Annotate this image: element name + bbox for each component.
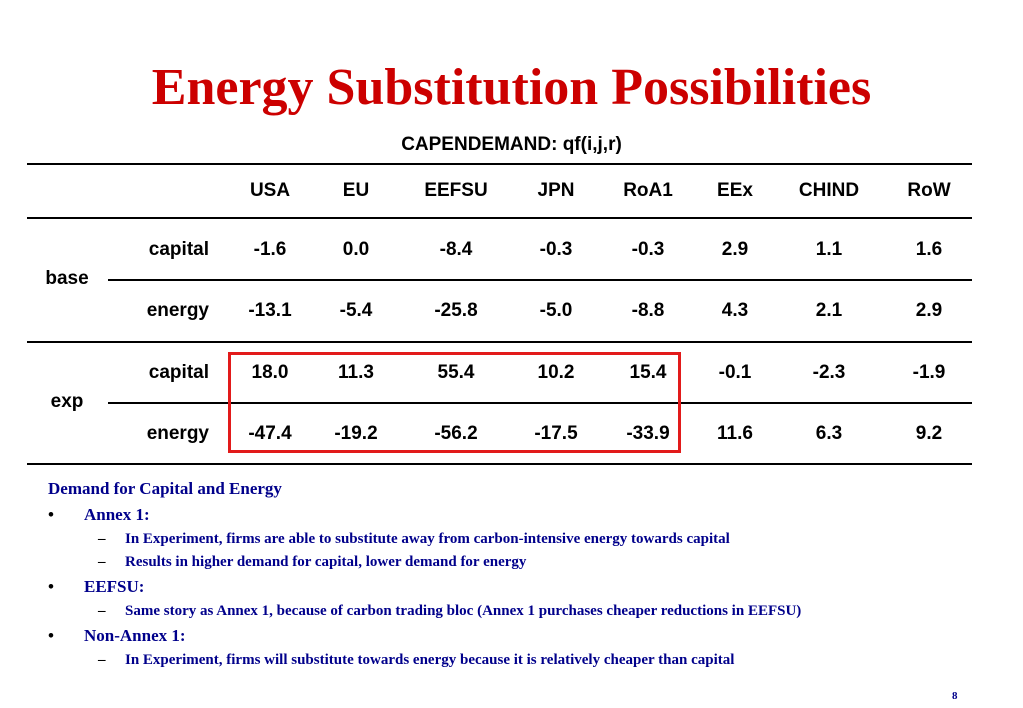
table-cell: -13.1 (248, 300, 292, 321)
table-cell: -8.8 (631, 300, 665, 321)
column-header-row: RoW (907, 180, 951, 201)
table-cell: 4.3 (721, 300, 749, 321)
notes-heading: Demand for Capital and Energy (48, 479, 282, 498)
table-cell: 18.0 (251, 362, 289, 383)
group-separator-rule (27, 341, 972, 343)
table-cell: -0.1 (718, 362, 752, 383)
annex1-highlight-box (228, 352, 681, 453)
table-cell: 2.9 (915, 300, 943, 321)
table-cell: -2.3 (812, 362, 846, 383)
bullet-item: • Non-Annex 1: (48, 625, 1008, 647)
table-cell: -56.2 (434, 423, 478, 444)
table-bottom-rule (27, 463, 972, 465)
sub-bullet-text: In Experiment, firms are able to substit… (125, 531, 730, 547)
bullet-mark: • (48, 626, 54, 645)
row-label-capital: capital (148, 239, 209, 260)
column-header-roa1: RoA1 (623, 180, 673, 201)
header-bottom-rule (27, 217, 972, 219)
bullet-mark: • (48, 505, 54, 524)
table-cell: -1.9 (912, 362, 946, 383)
table-cell: 0.0 (342, 239, 370, 260)
sub-bullet-mark: – (98, 531, 106, 547)
bullet-label: Annex 1: (84, 505, 150, 524)
sub-bullet-mark: – (98, 652, 106, 668)
table-caption: CAPENDEMAND: qf(i,j,r) (401, 134, 622, 155)
exp-inner-rule (108, 402, 972, 404)
column-header-eex: EEx (717, 180, 753, 201)
slide-title: Energy Substitution Possibilities (151, 59, 872, 116)
table-cell: -5.0 (539, 300, 573, 321)
table-cell: -0.3 (539, 239, 573, 260)
table-cell: 11.6 (717, 423, 753, 444)
sub-bullet-item: – Same story as Annex 1, because of carbo… (48, 601, 1008, 621)
notes-section: Demand for Capital and Energy • Annex 1: –… (48, 478, 1008, 670)
table-top-rule (27, 163, 972, 165)
table-cell: -0.3 (631, 239, 665, 260)
sub-bullet-item: – In Experiment, firms will substitute to… (48, 650, 1008, 670)
bullet-item: • Annex 1: (48, 504, 1008, 526)
row-label-energy: energy (146, 300, 209, 321)
bullet-list: • Annex 1: – In Experiment, firms are able … (48, 504, 1008, 670)
table-cell: 2.1 (815, 300, 843, 321)
sub-bullet-text: Results in higher demand for capital, lo… (125, 554, 527, 570)
column-header-chind: CHIND (798, 180, 860, 201)
bullet-item: • EEFSU: (48, 576, 1008, 598)
column-header-jpn: JPN (537, 180, 575, 201)
table-cell: -19.2 (334, 423, 378, 444)
page-number: 8 (952, 690, 958, 702)
sub-bullet-text: Same story as Annex 1, because of carbon… (125, 603, 802, 619)
table-cell: 1.6 (915, 239, 943, 260)
bullet-mark: • (48, 577, 54, 596)
column-header-usa: USA (249, 180, 291, 201)
table-cell: 55.4 (437, 362, 475, 383)
table-cell: -8.4 (439, 239, 473, 260)
row-label-energy: energy (146, 423, 209, 444)
table-cell: -1.6 (253, 239, 287, 260)
group-label-exp: exp (50, 391, 84, 412)
sub-bullet-mark: – (98, 554, 106, 570)
table-cell: -25.8 (434, 300, 478, 321)
sub-bullet-item: – In Experiment, firms are able to substi… (48, 529, 1008, 549)
bullet-label: Non-Annex 1: (84, 626, 186, 645)
table-cell: 1.1 (815, 239, 843, 260)
table-cell: -47.4 (248, 423, 292, 444)
sub-bullet-mark: – (98, 603, 106, 619)
group-label-base: base (45, 268, 89, 289)
sub-bullet-item: – Results in higher demand for capital, l… (48, 552, 1008, 572)
base-inner-rule (108, 279, 972, 281)
bullet-label: EEFSU: (84, 577, 145, 596)
table-cell: 11.3 (338, 362, 374, 383)
sub-bullet-text: In Experiment, firms will substitute tow… (125, 652, 735, 668)
column-header-eefsu: EEFSU (424, 180, 488, 201)
table-cell: 2.9 (721, 239, 749, 260)
table-cell: -17.5 (534, 423, 578, 444)
table-cell: -33.9 (626, 423, 670, 444)
table-cell: 10.2 (537, 362, 575, 383)
column-header-eu: EU (342, 180, 370, 201)
table-cell: -5.4 (339, 300, 373, 321)
row-label-capital: capital (148, 362, 209, 383)
table-cell: 15.4 (629, 362, 667, 383)
table-cell: 9.2 (915, 423, 943, 444)
table-cell: 6.3 (815, 423, 843, 444)
